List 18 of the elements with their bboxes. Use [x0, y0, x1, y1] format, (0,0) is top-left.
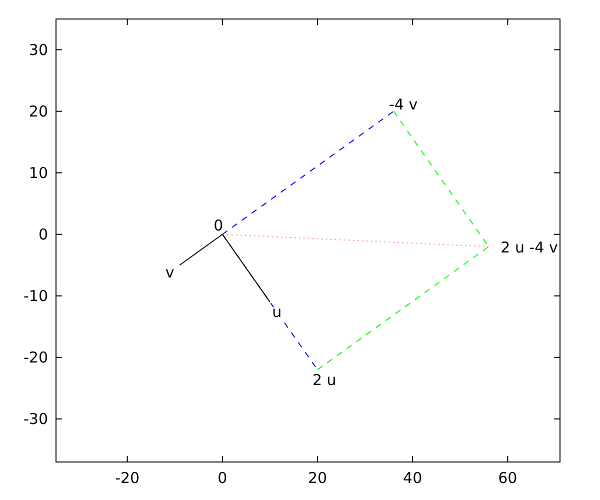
x-tick-label: 60: [498, 469, 518, 487]
annotation: -4 v: [389, 96, 418, 114]
x-tick-label: 40: [403, 469, 422, 487]
annotation: v: [165, 263, 174, 282]
y-tick-label: 30: [28, 41, 48, 60]
x-tick-label: 20: [308, 469, 328, 487]
annotation: 2 u -4 v: [500, 238, 558, 256]
x-tick-label: -20: [115, 469, 140, 487]
y-tick-label: -30: [24, 410, 48, 428]
y-tick-label: 10: [28, 164, 48, 182]
annotation: u: [272, 303, 282, 322]
annotation: 2 u: [312, 370, 336, 389]
y-tick-label: -10: [24, 287, 48, 306]
y-tick-label: 0: [38, 226, 48, 244]
x-tick-label: 0: [218, 469, 228, 487]
annotation: 0: [214, 216, 224, 235]
y-tick-label: 20: [28, 102, 48, 121]
y-tick-label: -20: [24, 348, 48, 367]
